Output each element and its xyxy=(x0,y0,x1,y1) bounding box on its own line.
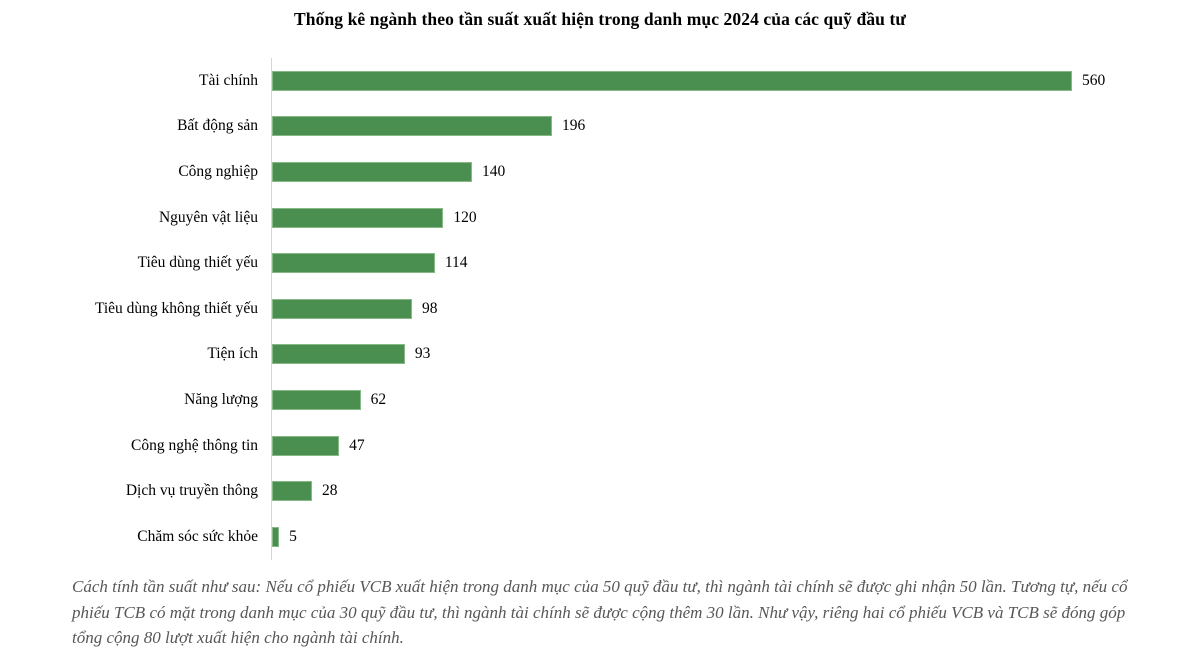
bar xyxy=(272,116,552,137)
bar xyxy=(272,298,412,319)
plot-area: 120 xyxy=(271,194,1200,241)
chart-row: Nguyên vật liệu 120 xyxy=(0,194,1200,241)
chart-row: Tài chính 560 xyxy=(0,58,1200,104)
chart-row: Chăm sóc sức khỏe 5 xyxy=(0,513,1200,560)
category-label: Công nghệ thông tin xyxy=(130,436,258,454)
bar xyxy=(272,481,312,502)
chart-row: Tiêu dùng thiết yếu 114 xyxy=(0,240,1200,286)
plot-area: 28 xyxy=(271,468,1200,514)
bar xyxy=(272,70,1072,91)
footnote-text: Cách tính tần suất như sau: Nếu cổ phiếu… xyxy=(72,577,1128,647)
bar xyxy=(272,253,435,274)
bar-value-label: 47 xyxy=(349,436,365,454)
bar xyxy=(272,389,361,410)
category-label: Công nghiệp xyxy=(178,162,258,180)
bar-value-label: 560 xyxy=(1082,71,1106,89)
bar xyxy=(272,435,340,456)
plot-area: 196 xyxy=(271,103,1200,150)
bar xyxy=(272,526,280,547)
plot-area: 5 xyxy=(271,513,1200,560)
plot-area: 98 xyxy=(271,285,1200,332)
bar-value-label: 196 xyxy=(562,117,586,135)
plot-area: 47 xyxy=(271,422,1200,469)
category-label: Tiêu dùng thiết yếu xyxy=(137,254,258,272)
bar xyxy=(272,207,444,228)
bar-value-label: 62 xyxy=(370,390,387,408)
bar xyxy=(272,344,405,365)
category-label: Tiện ích xyxy=(207,345,258,363)
plot-area: 93 xyxy=(271,331,1200,378)
category-label: Dịch vụ truyền thông xyxy=(125,482,258,500)
chart-row: Tiện ích 93 xyxy=(0,331,1200,378)
chart-row: Năng lượng 62 xyxy=(0,377,1200,423)
chart-row: Công nghiệp 140 xyxy=(0,149,1200,195)
chart-title: Thống kê ngành theo tần suất xuất hiện t… xyxy=(293,9,907,29)
chart-row: Bất động sản 196 xyxy=(0,103,1200,150)
chart-row: Dịch vụ truyền thông 28 xyxy=(0,468,1200,514)
plot-area: 62 xyxy=(271,377,1200,423)
bar xyxy=(272,161,472,182)
plot-area: 140 xyxy=(271,149,1200,195)
bar-value-label: 140 xyxy=(482,162,506,180)
category-label: Nguyên vật liệu xyxy=(158,208,258,226)
category-label: Năng lượng xyxy=(184,390,258,408)
category-label: Bất động sản xyxy=(177,117,258,135)
bar-value-label: 120 xyxy=(453,208,477,226)
bar-value-label: 114 xyxy=(444,254,468,272)
plot-area: 560 xyxy=(271,58,1200,104)
category-label: Tiêu dùng không thiết yếu xyxy=(94,299,258,317)
chart-row: Công nghệ thông tin 47 xyxy=(0,422,1200,469)
bar-chart: Tài chính 560 Bất động sản 196 Công nghiệp 14… xyxy=(0,58,1200,560)
bar-value-label: 5 xyxy=(289,527,297,545)
bar-value-label: 98 xyxy=(422,299,438,317)
plot-area: 114 xyxy=(271,240,1200,286)
bar-value-label: 93 xyxy=(414,345,431,363)
chart-row: Tiêu dùng không thiết yếu 98 xyxy=(0,285,1200,332)
category-label: Chăm sóc sức khỏe xyxy=(137,527,258,545)
bar-value-label: 28 xyxy=(322,482,338,500)
category-label: Tài chính xyxy=(199,71,258,89)
